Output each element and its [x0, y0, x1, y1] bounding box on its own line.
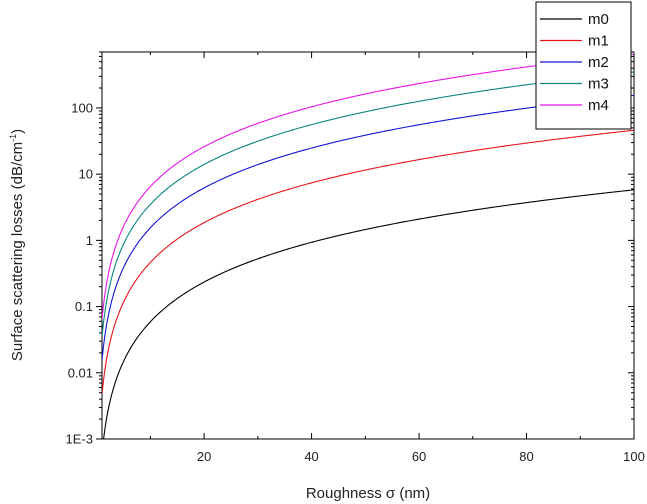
legend-box	[535, 1, 632, 130]
y-axis-title-close: )	[9, 129, 26, 134]
plot-frame	[101, 51, 635, 440]
x-axis-ticks: 20 40 60 80 100	[149, 52, 645, 464]
x-tick-label: 100	[623, 449, 645, 464]
legend: m0 m1 m2 m3 m4	[535, 1, 632, 130]
y-tick-label: 0.01	[68, 365, 93, 380]
series-line-m1	[102, 129, 634, 395]
legend-label-m0: m0	[588, 11, 609, 28]
y-tick-label: 10	[79, 167, 93, 182]
y-axis-ticks: 1E-3 0.01 0.1 1 10 100	[66, 51, 634, 447]
legend-label-m1: m1	[588, 33, 609, 50]
legend-label-m4: m4	[588, 97, 609, 114]
series-line-m0	[103, 189, 634, 439]
x-tick-label: 20	[197, 449, 211, 464]
y-axis-title: Surface scattering losses (dB/cm-1)	[8, 129, 26, 361]
y-axis-title-main: Surface scattering losses (dB/cm	[9, 142, 26, 361]
legend-label-m2: m2	[588, 54, 609, 71]
x-tick-label: 40	[304, 449, 318, 464]
x-axis-title: Roughness σ (nm)	[306, 485, 430, 502]
y-axis-title-sup: -1	[8, 134, 18, 142]
y-tick-label: 1	[86, 233, 93, 248]
series-line-m2	[102, 94, 634, 361]
x-tick-label: 80	[519, 449, 533, 464]
y-tick-label: 1E-3	[66, 432, 93, 447]
y-tick-label: 100	[71, 100, 93, 115]
legend-label-m3: m3	[588, 76, 609, 93]
y-tick-label: 0.1	[75, 299, 93, 314]
x-tick-label: 60	[412, 449, 426, 464]
